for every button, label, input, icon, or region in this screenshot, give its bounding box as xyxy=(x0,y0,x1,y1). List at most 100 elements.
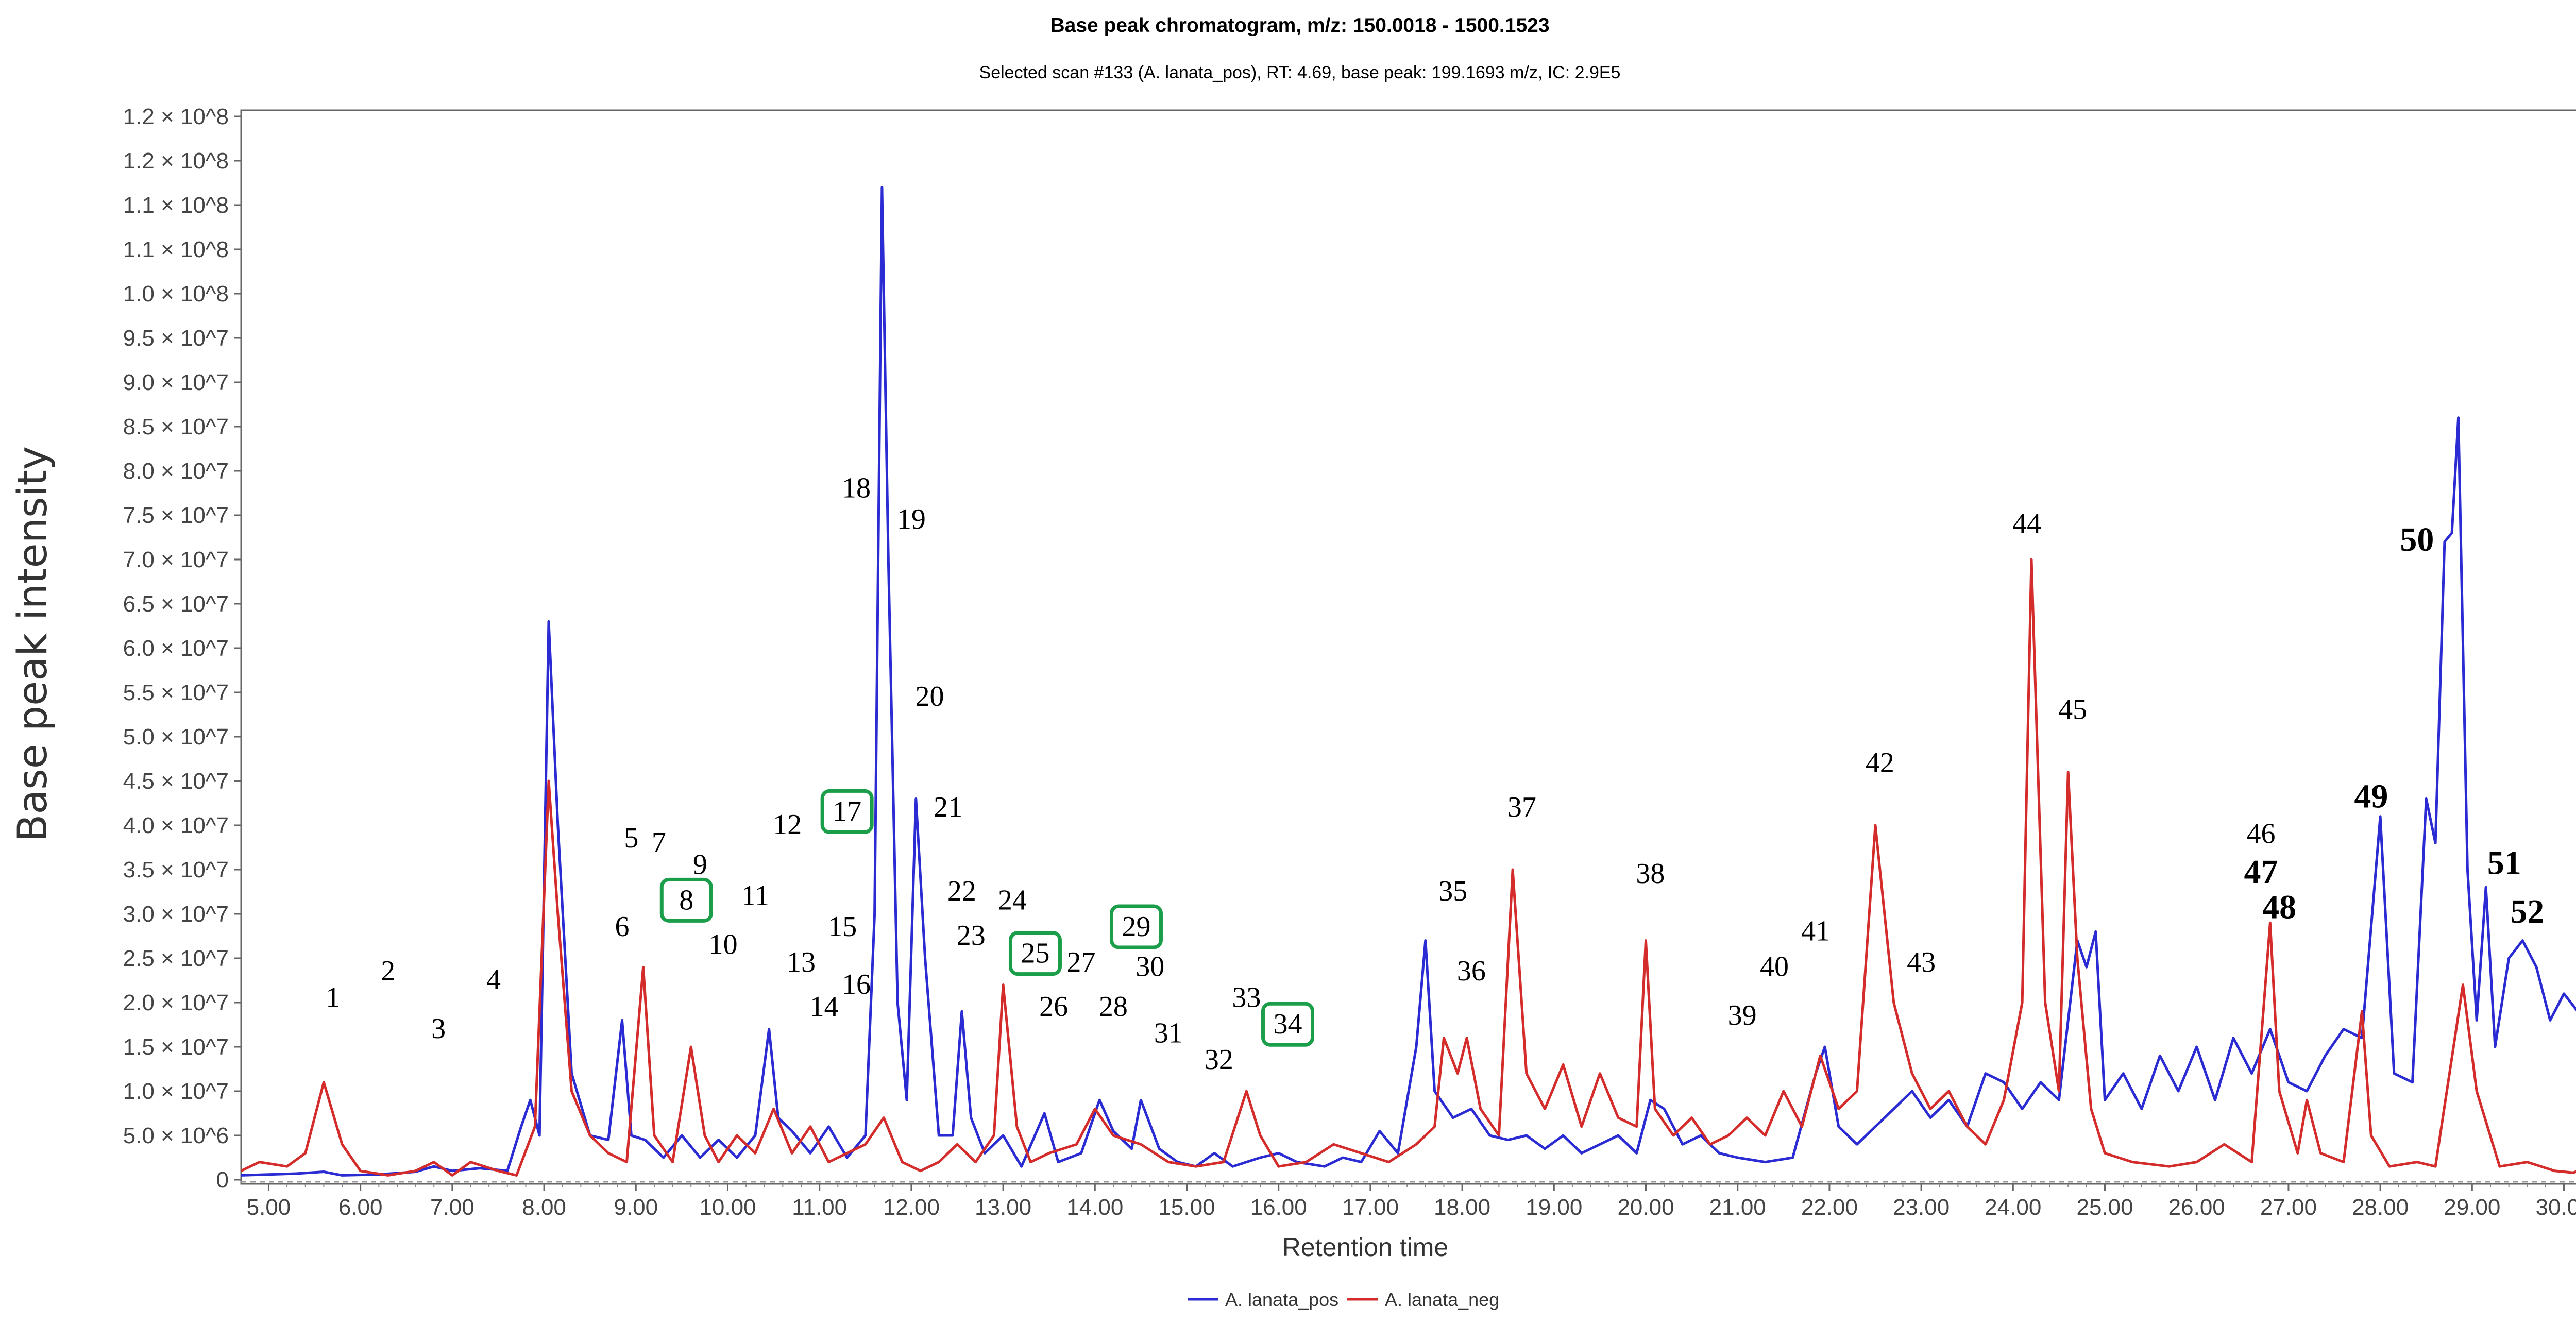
x-tick-label: 9.00 xyxy=(614,1195,658,1220)
x-tick-label: 21.00 xyxy=(1709,1195,1766,1220)
plot-area xyxy=(240,109,2576,1185)
series-layer xyxy=(240,186,2576,1183)
x-tick-label: 14.00 xyxy=(1066,1195,1123,1220)
peak-label: 36 xyxy=(1457,955,1486,987)
y-tick-label: 5.0 × 10^7 xyxy=(123,724,229,750)
legend-label-neg: A. lanata_neg xyxy=(1385,1289,1499,1310)
peak-label: 14 xyxy=(810,991,839,1023)
x-tick-label: 15.00 xyxy=(1158,1195,1215,1220)
peak-label: 39 xyxy=(1728,999,1757,1031)
peak-label: 7 xyxy=(652,827,666,859)
x-tick-label: 28.00 xyxy=(2352,1195,2409,1220)
x-tick-label: 5.00 xyxy=(247,1195,291,1220)
y-tick-label: 1.5 × 10^7 xyxy=(123,1034,229,1060)
peak-label: 6 xyxy=(615,911,630,943)
peak-label: 34 xyxy=(1274,1008,1302,1040)
peak-box xyxy=(1261,1002,1315,1047)
x-tick-label: 25.00 xyxy=(2076,1195,2133,1220)
peak-label: 32 xyxy=(1205,1044,1233,1076)
peak-label: 16 xyxy=(842,969,871,1000)
y-tick-label: 1.2 × 10^8 xyxy=(123,148,229,174)
y-tick-label: 7.0 × 10^7 xyxy=(123,547,229,572)
peak-label: 47 xyxy=(2244,853,2278,891)
legend-label-pos: A. lanata_pos xyxy=(1225,1289,1338,1310)
peak-box xyxy=(1008,931,1062,976)
peak-label: 29 xyxy=(1122,911,1150,943)
x-tick-label: 29.00 xyxy=(2444,1195,2500,1220)
peak-label: 33 xyxy=(1232,982,1261,1014)
peak-label: 49 xyxy=(2354,778,2388,816)
peak-label: 12 xyxy=(773,809,802,841)
y-tick-label: 6.5 × 10^7 xyxy=(123,591,229,617)
peak-label: 46 xyxy=(2246,818,2275,850)
peak-box xyxy=(659,877,713,923)
chart-subtitle: Selected scan #133 (A. lanata_pos), RT: … xyxy=(979,63,1621,82)
peak-label: 27 xyxy=(1067,946,1096,978)
peak-labels: 1234567891011121314151617181920212223242… xyxy=(326,472,2544,1076)
x-tick-label: 16.00 xyxy=(1250,1195,1307,1220)
peak-label: 3 xyxy=(431,1013,446,1045)
x-axis-ticks: 5.00 6.00 7.00 8.00 9.00 10.00 11.00 12.00 13.00… xyxy=(247,1184,2576,1220)
y-tick-label: 8.0 × 10^7 xyxy=(123,459,229,484)
x-tick-label: 24.00 xyxy=(1985,1195,2041,1220)
x-tick-label: 7.00 xyxy=(430,1195,474,1220)
x-tick-label: 19.00 xyxy=(1526,1195,1582,1220)
peak-label: 51 xyxy=(2487,844,2521,882)
peak-label: 19 xyxy=(897,503,926,535)
peak-label: 9 xyxy=(693,849,707,881)
peak-label: 10 xyxy=(709,928,738,960)
y-tick-label: 9.0 × 10^7 xyxy=(123,370,229,395)
peak-label: 48 xyxy=(2262,889,2296,926)
x-tick-label: 27.00 xyxy=(2260,1195,2317,1220)
x-tick-label: 30.00 xyxy=(2535,1195,2576,1220)
peak-label: 18 xyxy=(842,472,871,504)
x-tick-label: 13.00 xyxy=(975,1195,1031,1220)
peak-label: 11 xyxy=(741,880,769,912)
y-tick-label: 3.5 × 10^7 xyxy=(123,857,229,882)
peak-label: 17 xyxy=(833,795,861,827)
peak-label: 13 xyxy=(787,946,816,978)
peak-label: 50 xyxy=(2400,521,2434,558)
y-tick-label: 1.0 × 10^8 xyxy=(123,281,229,307)
peak-label: 35 xyxy=(1438,875,1467,907)
peak-label: 38 xyxy=(1636,858,1665,890)
peak-box xyxy=(820,789,874,834)
peak-label: 24 xyxy=(998,884,1027,916)
peak-label: 45 xyxy=(2058,694,2087,726)
y-tick-label: 8.5 × 10^7 xyxy=(123,414,229,439)
peak-label: 43 xyxy=(1907,946,1936,978)
x-tick-label: 10.00 xyxy=(699,1195,756,1220)
peak-label: 30 xyxy=(1136,950,1164,982)
peak-label: 26 xyxy=(1039,991,1068,1023)
y-tick-label: 6.0 × 10^7 xyxy=(123,636,229,661)
y-tick-label: 1.0 × 10^7 xyxy=(123,1079,229,1104)
x-tick-label: 8.00 xyxy=(522,1195,566,1220)
y-tick-label: 7.5 × 10^7 xyxy=(123,503,229,528)
peak-label: 2 xyxy=(381,955,395,987)
legend: A. lanata_pos A. lanata_neg xyxy=(1188,1289,1499,1310)
peak-label: 1 xyxy=(326,982,340,1014)
y-tick-label: 4.0 × 10^7 xyxy=(123,813,229,838)
peak-box xyxy=(1109,904,1163,949)
series-line-pos xyxy=(241,186,2576,1177)
peak-label: 4 xyxy=(486,964,501,996)
y-tick-label: 2.0 × 10^7 xyxy=(123,990,229,1015)
peak-label: 25 xyxy=(1021,938,1049,970)
x-tick-label: 18.00 xyxy=(1434,1195,1490,1220)
x-tick-label: 12.00 xyxy=(883,1195,940,1220)
y-tick-label: 4.5 × 10^7 xyxy=(123,769,229,794)
peak-label: 28 xyxy=(1099,991,1128,1023)
y-tick-label: 1.2 × 10^8 xyxy=(123,104,229,129)
peak-label: 42 xyxy=(1866,747,1894,779)
peak-label: 40 xyxy=(1760,950,1789,982)
peak-label: 22 xyxy=(947,875,976,907)
peak-label: 21 xyxy=(934,791,962,823)
x-tick-label: 6.00 xyxy=(338,1195,383,1220)
y-axis-ticks: 0 5.0 × 10^6 1.0 × 10^7 1.5 × 10^7 2.0 × 10^… xyxy=(123,104,241,1193)
peak-label: 5 xyxy=(624,822,638,854)
y-tick-label: 1.1 × 10^8 xyxy=(123,193,229,218)
x-tick-label: 22.00 xyxy=(1801,1195,1858,1220)
peak-label: 23 xyxy=(957,920,986,952)
x-tick-label: 17.00 xyxy=(1342,1195,1399,1220)
